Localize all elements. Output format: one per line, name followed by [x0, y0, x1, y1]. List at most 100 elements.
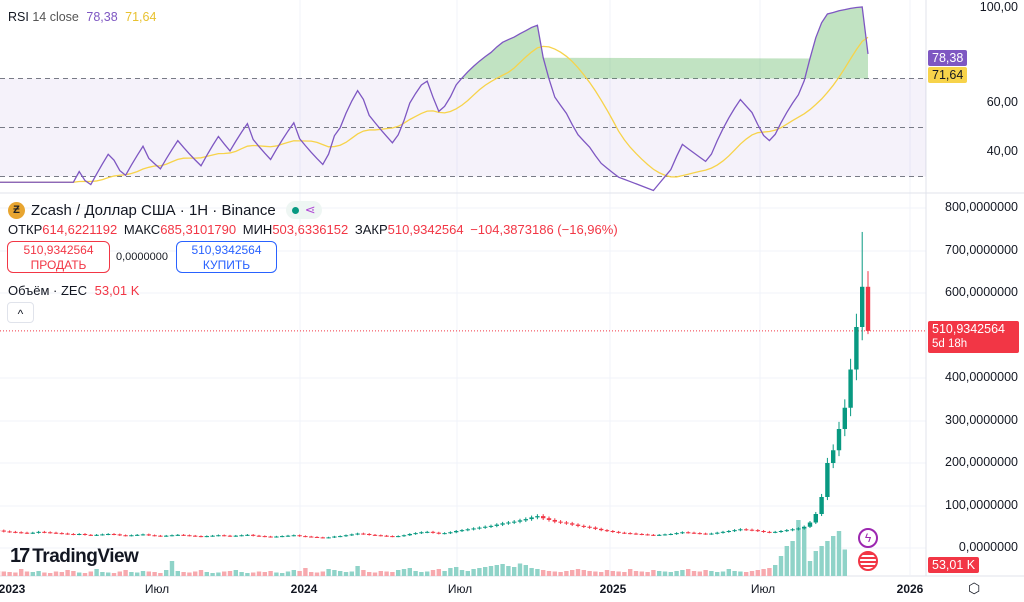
price-axis-label: 200,0000000: [945, 455, 1018, 469]
volume-bar: [668, 572, 673, 576]
rsi-legend[interactable]: RSI 14 close 78,38 71,64: [8, 10, 156, 24]
tradingview-logo[interactable]: 17 TradingView: [10, 545, 139, 568]
volume-bar: [291, 570, 296, 576]
open-value: 614,6221192: [42, 222, 118, 237]
volume-bar: [691, 571, 697, 576]
change-value: −104,3873186 (−16,96%): [470, 222, 618, 237]
candle: [222, 535, 227, 537]
rsi-overbought-fill: [462, 6, 868, 79]
volume-bar: [77, 572, 82, 576]
volume-bar: [164, 570, 169, 576]
volume-bar: [842, 549, 847, 576]
candle: [19, 532, 24, 534]
candle: [865, 286, 871, 331]
volume-bar: [506, 566, 511, 576]
volume-bar: [570, 570, 575, 576]
volume-legend[interactable]: Объём · ZEC 53,01 K: [8, 283, 139, 298]
candle: [755, 530, 760, 532]
candle: [517, 520, 523, 522]
volume-bar: [65, 570, 70, 576]
volume-bar: [384, 571, 389, 576]
candle: [657, 534, 662, 536]
candle: [436, 532, 441, 534]
volume-bar: [152, 572, 157, 576]
buy-label: КУПИТЬ: [202, 258, 251, 272]
candle: [738, 529, 743, 531]
candle: [129, 535, 134, 537]
volume-bar: [802, 528, 807, 576]
symbol-title[interactable]: Zcash / Доллар США · 1H · Binance: [31, 201, 276, 219]
candle: [831, 450, 836, 463]
volume-bar: [210, 573, 215, 576]
rsi-name: RSI: [8, 10, 29, 24]
volume-bar: [193, 571, 198, 576]
volume-bar: [697, 571, 702, 576]
candle: [59, 533, 64, 535]
buy-button[interactable]: 510,9342564 КУПИТЬ: [176, 241, 277, 273]
volume-bar: [111, 573, 117, 576]
rsi-line: [0, 6, 869, 192]
buy-price: 510,9342564: [191, 243, 262, 257]
candle: [7, 531, 12, 533]
us-flag-event-icon[interactable]: [858, 551, 878, 571]
volume-bar: [355, 566, 360, 576]
volume-bar: [512, 567, 517, 576]
candle: [616, 531, 621, 533]
candle: [117, 534, 122, 536]
volume-bar: [744, 572, 749, 576]
candle: [48, 532, 53, 534]
candle: [778, 531, 784, 532]
rsi-params: 14 close: [32, 10, 79, 24]
volume-bar: [332, 570, 337, 576]
candle: [24, 532, 30, 534]
volume-bar: [36, 571, 41, 576]
symbol-header[interactable]: Ƶ Zcash / Доллар США · 1H · Binance ⋖: [8, 201, 322, 219]
collapse-legend-button[interactable]: ^: [7, 302, 34, 323]
chevron-up-icon: ^: [17, 307, 24, 321]
volume-bar: [251, 572, 256, 576]
volume-bar: [575, 569, 581, 576]
volume-bar: [146, 571, 151, 576]
share-icon: ⋖: [304, 202, 316, 217]
time-axis-label: Июл: [144, 582, 170, 596]
volume-bar: [593, 571, 598, 576]
candle: [587, 526, 592, 528]
volume-bar: [825, 541, 830, 576]
candle: [419, 532, 424, 534]
volume-bar: [494, 565, 499, 576]
time-axis-label: Июл: [750, 582, 776, 596]
low-label: МИН: [242, 222, 273, 237]
candle: [152, 535, 157, 537]
candle: [245, 534, 250, 536]
candle: [146, 534, 151, 536]
open-label: ОТКР: [8, 222, 43, 237]
sell-button[interactable]: 510,9342564 ПРОДАТЬ: [7, 241, 110, 273]
candle: [790, 529, 795, 531]
high-value: 685,3101790: [160, 222, 237, 237]
volume-bar: [407, 568, 412, 576]
volume-bar: [419, 572, 424, 576]
volume-bar: [564, 571, 569, 576]
candle: [442, 533, 447, 535]
settings-gear-icon[interactable]: ⬡: [968, 580, 981, 596]
volume-bar: [773, 565, 778, 576]
candle: [633, 533, 639, 535]
candle: [796, 528, 801, 530]
price-axis-label: 100,0000000: [945, 498, 1018, 512]
time-axis-label: 2026: [896, 582, 924, 596]
candle: [628, 533, 633, 535]
candle: [187, 535, 192, 537]
candle: [204, 536, 209, 538]
candle: [535, 516, 540, 518]
market-open-dot-icon: [291, 206, 299, 214]
spread-value: 0,0000000: [116, 251, 168, 263]
volume-bar: [326, 569, 331, 576]
lightning-event-icon[interactable]: ϟ: [858, 528, 878, 548]
price-axis-label: 800,0000000: [945, 200, 1018, 214]
candle: [471, 528, 476, 530]
status-badge[interactable]: ⋖: [285, 201, 322, 219]
last-price: 510,9342564: [932, 322, 1005, 336]
candle: [355, 533, 360, 535]
logo-text: TradingView: [32, 545, 139, 567]
